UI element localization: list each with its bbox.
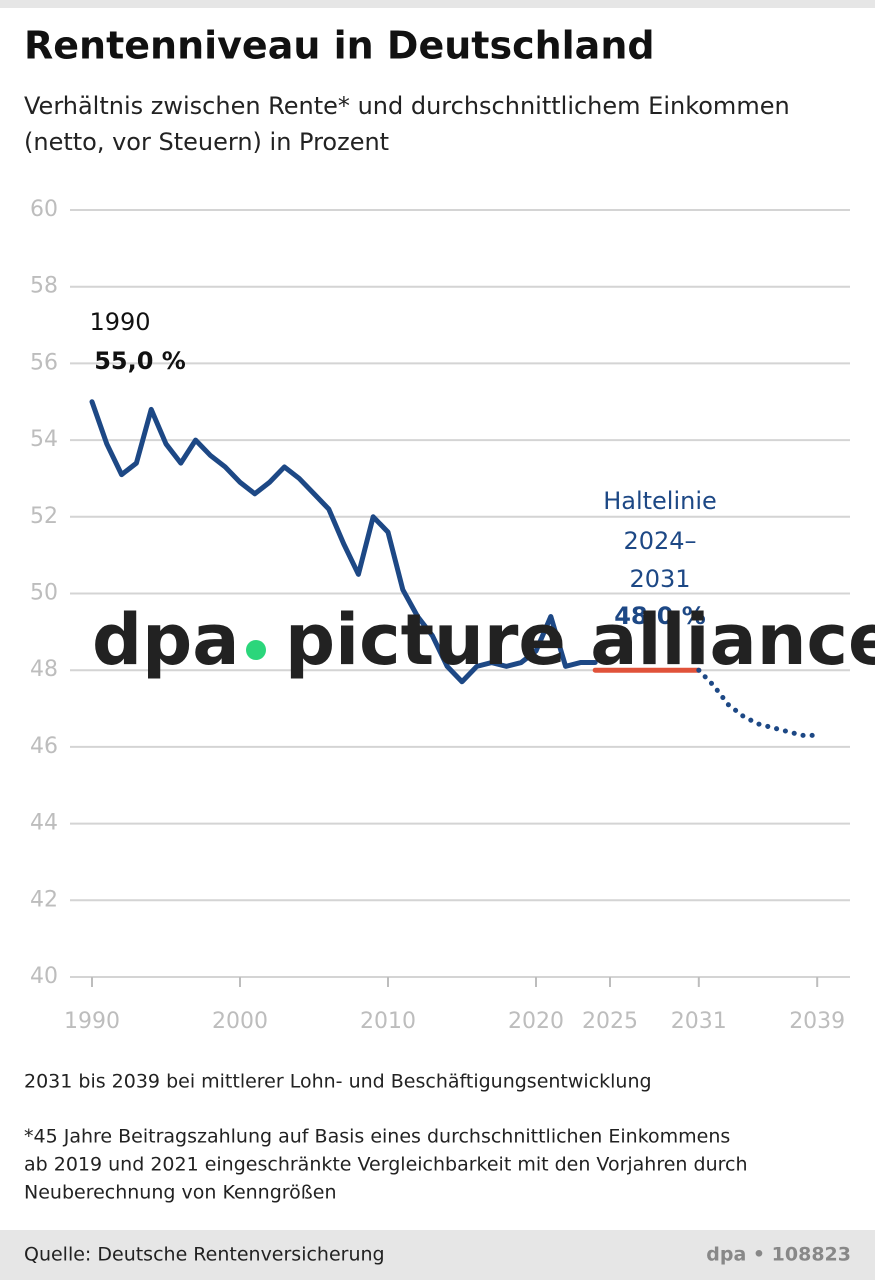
source: Quelle: Deutsche Rentenversicherung — [24, 1244, 385, 1266]
annotation: 48,0 % — [614, 602, 706, 630]
y-tick-label: 42 — [30, 887, 58, 912]
data-line — [89, 399, 598, 685]
annotation: 1990 — [89, 308, 150, 336]
y-tick-label: 44 — [30, 811, 58, 836]
x-tick-label: 2025 — [582, 1009, 638, 1034]
watermark-text: dpa — [92, 599, 239, 681]
chart-title: Rentenniveau in Deutschland — [24, 24, 655, 68]
x-tick-label: 1990 — [64, 1009, 120, 1034]
y-tick-label: 54 — [30, 427, 58, 452]
x-tick-label: 2000 — [212, 1009, 268, 1034]
credit: dpa • 108823 — [706, 1244, 851, 1266]
watermark-text: picture alliance — [285, 599, 875, 681]
x-tick-label: 2039 — [789, 1009, 845, 1034]
annotation: Haltelinie — [603, 487, 717, 515]
y-tick-label: 60 — [30, 197, 58, 222]
subtitle: Verhältnis zwischen Rente* und durchschn… — [24, 92, 790, 120]
note: ab 2019 und 2021 eingeschränkte Vergleic… — [24, 1154, 748, 1176]
note: *45 Jahre Beitragszahlung auf Basis eine… — [24, 1126, 730, 1148]
y-tick-label: 52 — [30, 504, 58, 529]
annotation: 2024– — [623, 527, 696, 555]
data-line — [696, 667, 820, 738]
plot-area: 40 42 44 46 48 50 52 54 56 58 60 1990 2000 2010 2020 20… — [30, 197, 850, 1034]
footer — [0, 1230, 875, 1280]
y-tick-label: 48 — [30, 657, 58, 682]
top-bar — [0, 0, 875, 8]
subtitle: (netto, vor Steuern) in Prozent — [24, 128, 389, 156]
x-tick-label: 2020 — [508, 1009, 564, 1034]
y-tick-label: 58 — [30, 274, 58, 299]
x-tick-label: 2010 — [360, 1009, 416, 1034]
note: Neuberechnung von Kenngrößen — [24, 1182, 337, 1204]
y-tick-label: 40 — [30, 964, 58, 989]
watermark-dot — [246, 640, 266, 660]
y-tick-label: 46 — [30, 734, 58, 759]
watermark: dpa picture alliance — [92, 599, 875, 681]
annotation: 2031 — [629, 565, 690, 593]
annotation: 55,0 % — [94, 347, 186, 375]
y-tick-label: 50 — [30, 581, 58, 606]
y-tick-label: 56 — [30, 350, 58, 375]
x-tick-label: 2031 — [671, 1009, 727, 1034]
note: 2031 bis 2039 bei mittlerer Lohn- und Be… — [24, 1071, 652, 1093]
